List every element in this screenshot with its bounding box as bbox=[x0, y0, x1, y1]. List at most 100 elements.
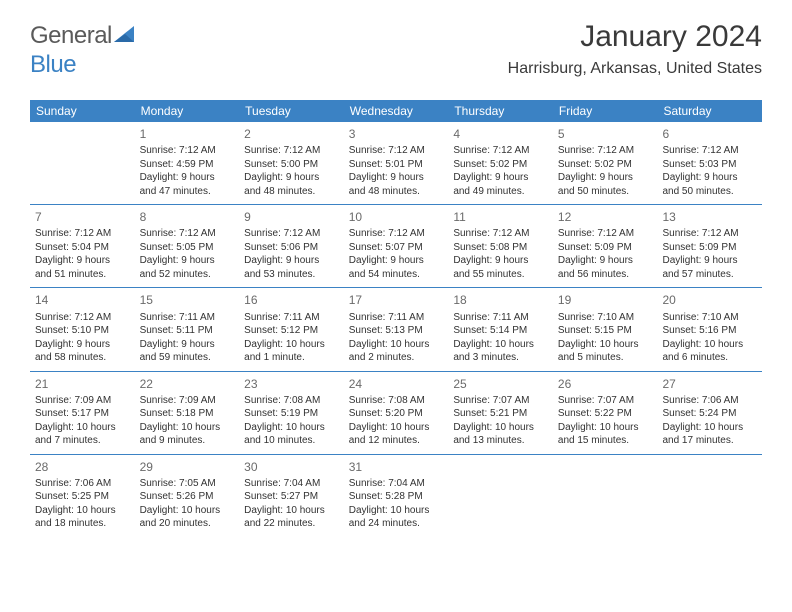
sunset-text: Sunset: 5:14 PM bbox=[453, 324, 548, 338]
calendar-week: 21Sunrise: 7:09 AMSunset: 5:17 PMDayligh… bbox=[30, 371, 762, 454]
calendar-day: 29Sunrise: 7:05 AMSunset: 5:26 PMDayligh… bbox=[135, 455, 240, 537]
sunset-text: Sunset: 5:11 PM bbox=[140, 324, 235, 338]
daylight-text-2: and 56 minutes. bbox=[558, 268, 653, 282]
calendar-day: 27Sunrise: 7:06 AMSunset: 5:24 PMDayligh… bbox=[657, 372, 762, 454]
daylight-text: Daylight: 10 hours bbox=[349, 421, 444, 435]
sunset-text: Sunset: 5:17 PM bbox=[35, 407, 130, 421]
daylight-text: Daylight: 10 hours bbox=[140, 421, 235, 435]
calendar-day: 21Sunrise: 7:09 AMSunset: 5:17 PMDayligh… bbox=[30, 372, 135, 454]
calendar-week: 7Sunrise: 7:12 AMSunset: 5:04 PMDaylight… bbox=[30, 204, 762, 287]
calendar-day: 17Sunrise: 7:11 AMSunset: 5:13 PMDayligh… bbox=[344, 288, 449, 370]
calendar-day: 1Sunrise: 7:12 AMSunset: 4:59 PMDaylight… bbox=[135, 122, 240, 204]
daylight-text-2: and 12 minutes. bbox=[349, 434, 444, 448]
daylight-text: Daylight: 10 hours bbox=[244, 504, 339, 518]
calendar: SundayMondayTuesdayWednesdayThursdayFrid… bbox=[30, 100, 762, 537]
sunset-text: Sunset: 5:12 PM bbox=[244, 324, 339, 338]
calendar-day: 7Sunrise: 7:12 AMSunset: 5:04 PMDaylight… bbox=[30, 205, 135, 287]
daylight-text: Daylight: 10 hours bbox=[453, 338, 548, 352]
daylight-text-2: and 15 minutes. bbox=[558, 434, 653, 448]
sunrise-text: Sunrise: 7:11 AM bbox=[140, 311, 235, 325]
daylight-text: Daylight: 9 hours bbox=[349, 171, 444, 185]
day-number: 2 bbox=[244, 126, 339, 142]
daylight-text: Daylight: 10 hours bbox=[244, 338, 339, 352]
calendar-day: 8Sunrise: 7:12 AMSunset: 5:05 PMDaylight… bbox=[135, 205, 240, 287]
header: January 2024 Harrisburg, Arkansas, Unite… bbox=[508, 20, 762, 78]
sunset-text: Sunset: 5:10 PM bbox=[35, 324, 130, 338]
daylight-text: Daylight: 9 hours bbox=[140, 338, 235, 352]
daylight-text-2: and 17 minutes. bbox=[662, 434, 757, 448]
sunrise-text: Sunrise: 7:11 AM bbox=[453, 311, 548, 325]
sunrise-text: Sunrise: 7:12 AM bbox=[244, 227, 339, 241]
sunset-text: Sunset: 5:02 PM bbox=[558, 158, 653, 172]
daylight-text: Daylight: 10 hours bbox=[558, 338, 653, 352]
sunrise-text: Sunrise: 7:12 AM bbox=[35, 311, 130, 325]
sunrise-text: Sunrise: 7:04 AM bbox=[349, 477, 444, 491]
calendar-day: 15Sunrise: 7:11 AMSunset: 5:11 PMDayligh… bbox=[135, 288, 240, 370]
sunset-text: Sunset: 5:16 PM bbox=[662, 324, 757, 338]
daylight-text-2: and 20 minutes. bbox=[140, 517, 235, 531]
sunrise-text: Sunrise: 7:11 AM bbox=[244, 311, 339, 325]
calendar-day: 22Sunrise: 7:09 AMSunset: 5:18 PMDayligh… bbox=[135, 372, 240, 454]
daylight-text-2: and 51 minutes. bbox=[35, 268, 130, 282]
sunrise-text: Sunrise: 7:06 AM bbox=[662, 394, 757, 408]
daylight-text-2: and 1 minute. bbox=[244, 351, 339, 365]
location: Harrisburg, Arkansas, United States bbox=[508, 60, 762, 78]
calendar-day: 18Sunrise: 7:11 AMSunset: 5:14 PMDayligh… bbox=[448, 288, 553, 370]
day-number: 10 bbox=[349, 209, 444, 225]
sunrise-text: Sunrise: 7:08 AM bbox=[244, 394, 339, 408]
daylight-text: Daylight: 9 hours bbox=[140, 171, 235, 185]
calendar-day: 30Sunrise: 7:04 AMSunset: 5:27 PMDayligh… bbox=[239, 455, 344, 537]
sunrise-text: Sunrise: 7:12 AM bbox=[558, 144, 653, 158]
sunrise-text: Sunrise: 7:09 AM bbox=[140, 394, 235, 408]
sunset-text: Sunset: 5:04 PM bbox=[35, 241, 130, 255]
sunset-text: Sunset: 5:26 PM bbox=[140, 490, 235, 504]
calendar-day: 14Sunrise: 7:12 AMSunset: 5:10 PMDayligh… bbox=[30, 288, 135, 370]
daylight-text-2: and 5 minutes. bbox=[558, 351, 653, 365]
calendar-day-empty bbox=[448, 455, 553, 537]
calendar-day: 31Sunrise: 7:04 AMSunset: 5:28 PMDayligh… bbox=[344, 455, 449, 537]
day-number: 17 bbox=[349, 292, 444, 308]
daylight-text-2: and 13 minutes. bbox=[453, 434, 548, 448]
weekday-label: Monday bbox=[135, 100, 240, 122]
daylight-text-2: and 9 minutes. bbox=[140, 434, 235, 448]
daylight-text-2: and 7 minutes. bbox=[35, 434, 130, 448]
day-number: 6 bbox=[662, 126, 757, 142]
day-number: 23 bbox=[244, 376, 339, 392]
daylight-text: Daylight: 10 hours bbox=[349, 504, 444, 518]
calendar-day: 3Sunrise: 7:12 AMSunset: 5:01 PMDaylight… bbox=[344, 122, 449, 204]
daylight-text-2: and 6 minutes. bbox=[662, 351, 757, 365]
sunset-text: Sunset: 5:13 PM bbox=[349, 324, 444, 338]
calendar-day: 10Sunrise: 7:12 AMSunset: 5:07 PMDayligh… bbox=[344, 205, 449, 287]
day-number: 16 bbox=[244, 292, 339, 308]
logo: General Blue bbox=[30, 22, 136, 79]
calendar-week: 1Sunrise: 7:12 AMSunset: 4:59 PMDaylight… bbox=[30, 122, 762, 204]
calendar-day: 13Sunrise: 7:12 AMSunset: 5:09 PMDayligh… bbox=[657, 205, 762, 287]
sunset-text: Sunset: 5:28 PM bbox=[349, 490, 444, 504]
calendar-day: 6Sunrise: 7:12 AMSunset: 5:03 PMDaylight… bbox=[657, 122, 762, 204]
daylight-text: Daylight: 9 hours bbox=[349, 254, 444, 268]
daylight-text: Daylight: 10 hours bbox=[35, 421, 130, 435]
sunset-text: Sunset: 5:07 PM bbox=[349, 241, 444, 255]
sunrise-text: Sunrise: 7:12 AM bbox=[140, 227, 235, 241]
month-title: January 2024 bbox=[508, 20, 762, 54]
day-number: 30 bbox=[244, 459, 339, 475]
sunset-text: Sunset: 4:59 PM bbox=[140, 158, 235, 172]
calendar-day: 12Sunrise: 7:12 AMSunset: 5:09 PMDayligh… bbox=[553, 205, 658, 287]
sunrise-text: Sunrise: 7:12 AM bbox=[558, 227, 653, 241]
daylight-text: Daylight: 10 hours bbox=[35, 504, 130, 518]
sunset-text: Sunset: 5:19 PM bbox=[244, 407, 339, 421]
daylight-text-2: and 52 minutes. bbox=[140, 268, 235, 282]
sunrise-text: Sunrise: 7:12 AM bbox=[244, 144, 339, 158]
sunset-text: Sunset: 5:20 PM bbox=[349, 407, 444, 421]
sunset-text: Sunset: 5:03 PM bbox=[662, 158, 757, 172]
sunrise-text: Sunrise: 7:05 AM bbox=[140, 477, 235, 491]
daylight-text-2: and 49 minutes. bbox=[453, 185, 548, 199]
sunrise-text: Sunrise: 7:10 AM bbox=[662, 311, 757, 325]
calendar-day: 23Sunrise: 7:08 AMSunset: 5:19 PMDayligh… bbox=[239, 372, 344, 454]
calendar-day: 26Sunrise: 7:07 AMSunset: 5:22 PMDayligh… bbox=[553, 372, 658, 454]
sunset-text: Sunset: 5:06 PM bbox=[244, 241, 339, 255]
weekday-label: Wednesday bbox=[344, 100, 449, 122]
calendar-day-empty bbox=[30, 122, 135, 204]
sunrise-text: Sunrise: 7:12 AM bbox=[140, 144, 235, 158]
calendar-day: 11Sunrise: 7:12 AMSunset: 5:08 PMDayligh… bbox=[448, 205, 553, 287]
